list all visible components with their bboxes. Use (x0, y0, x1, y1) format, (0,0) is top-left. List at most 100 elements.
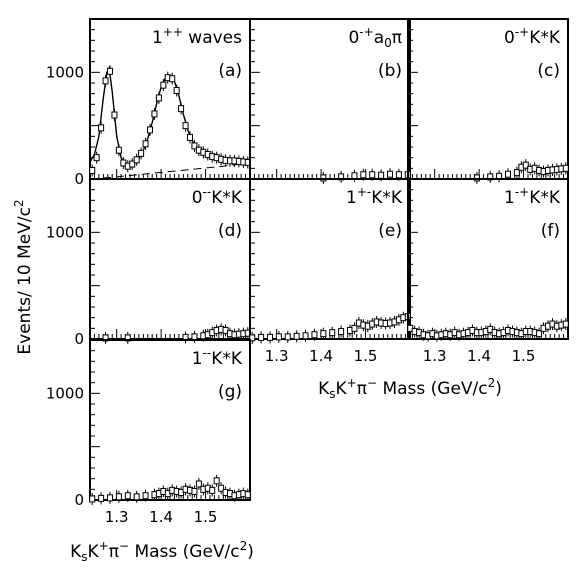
panel-c: 0-+K*K (c) (407, 18, 569, 184)
marker (169, 75, 176, 83)
marker (562, 320, 569, 328)
data-point (124, 489, 131, 502)
marker (360, 171, 367, 179)
y-tick-label: 1000 (46, 384, 84, 402)
x-axis-title: KsK+π− Mass (GeV/c2) (318, 376, 502, 401)
data-point (473, 171, 480, 184)
data-point (182, 119, 189, 132)
y-tick-label: 0 (74, 330, 84, 348)
marker (395, 171, 402, 179)
marker (191, 487, 198, 495)
data-point (89, 492, 96, 505)
marker (107, 494, 113, 502)
data-point (338, 170, 345, 183)
panel-tag: (a) (218, 61, 242, 81)
data-point (115, 144, 122, 157)
data-point (218, 482, 225, 495)
data-point (133, 153, 140, 166)
panel-tag: (f) (541, 221, 560, 241)
marker (102, 77, 109, 85)
data-point (138, 147, 145, 160)
data-point (522, 159, 529, 172)
marker (473, 174, 480, 182)
data-point (133, 490, 140, 503)
panel-title: 1++ waves (152, 25, 242, 48)
marker (111, 111, 118, 119)
marker (387, 170, 393, 178)
panel-tag: (b) (378, 61, 402, 81)
data-point (98, 492, 105, 505)
data-point (338, 325, 345, 338)
panel-title: 0--K*K (192, 185, 243, 208)
data-point (320, 327, 327, 340)
data-point (173, 84, 180, 97)
marker (133, 493, 140, 501)
marker (93, 154, 100, 162)
marker (536, 330, 543, 338)
data-point (513, 166, 520, 179)
data-point (124, 331, 131, 344)
data-point (147, 123, 153, 136)
marker (338, 328, 345, 336)
data-point (244, 488, 251, 501)
data-point (536, 327, 543, 340)
panel-a: 0 1000 1++ waves (a) (46, 18, 251, 188)
marker (320, 174, 327, 182)
data-point (351, 322, 358, 335)
marker (302, 332, 309, 340)
data-point (267, 331, 273, 344)
data-point (213, 474, 220, 487)
data-point (249, 331, 256, 344)
marker (267, 333, 273, 341)
marker (522, 161, 529, 169)
marker (562, 164, 569, 172)
data-point (562, 162, 569, 175)
marker (147, 126, 153, 134)
data-point (562, 318, 569, 331)
marker (284, 333, 291, 341)
marker (351, 324, 358, 332)
marker (89, 495, 96, 503)
marker (142, 140, 149, 148)
y-axis-title: Events/ 10 MeV/c2 (12, 199, 35, 354)
panel-tag: (d) (218, 221, 242, 241)
marker (89, 166, 96, 174)
panel-title: 1-+K*K (504, 185, 561, 208)
y-tick-label: 1000 (46, 223, 84, 241)
data-point (329, 326, 336, 339)
marker (275, 333, 282, 341)
data-point (191, 139, 198, 152)
data-point (155, 91, 162, 104)
x-axis-title-lower: KsK+π− Mass (GeV/c2) (70, 539, 254, 564)
marker (320, 330, 327, 338)
y-tick-label: 0 (74, 491, 84, 509)
data-point (160, 79, 167, 92)
marker (249, 334, 256, 342)
marker (155, 94, 162, 102)
x-tick-label: 1.5 (512, 347, 536, 365)
panel-g: 0 1000 1.3 1.4 1.5 1--K*K (g) (46, 339, 251, 526)
data-point (187, 131, 193, 144)
x-tick-label: 1.4 (467, 347, 491, 365)
marker (369, 171, 376, 179)
data-point (142, 489, 149, 502)
marker (115, 146, 122, 154)
panel-f: 1.3 1.4 1.5 1-+K*K (f) (407, 178, 569, 365)
marker (124, 492, 131, 500)
marker (142, 492, 149, 500)
data-point (302, 329, 309, 342)
data-point (258, 331, 265, 344)
panel-title: 1--K*K (192, 346, 243, 369)
x-tick-label: 1.3 (105, 508, 129, 526)
marker (187, 133, 193, 141)
panel-title: 1+-K*K (346, 185, 403, 208)
marker (178, 105, 185, 113)
panel-tag: (c) (537, 61, 560, 81)
marker (151, 110, 158, 118)
data-point (209, 484, 216, 497)
marker (138, 149, 145, 157)
data-point (487, 170, 494, 183)
panel-title: 0-+K*K (504, 25, 561, 48)
data-point (107, 491, 113, 504)
